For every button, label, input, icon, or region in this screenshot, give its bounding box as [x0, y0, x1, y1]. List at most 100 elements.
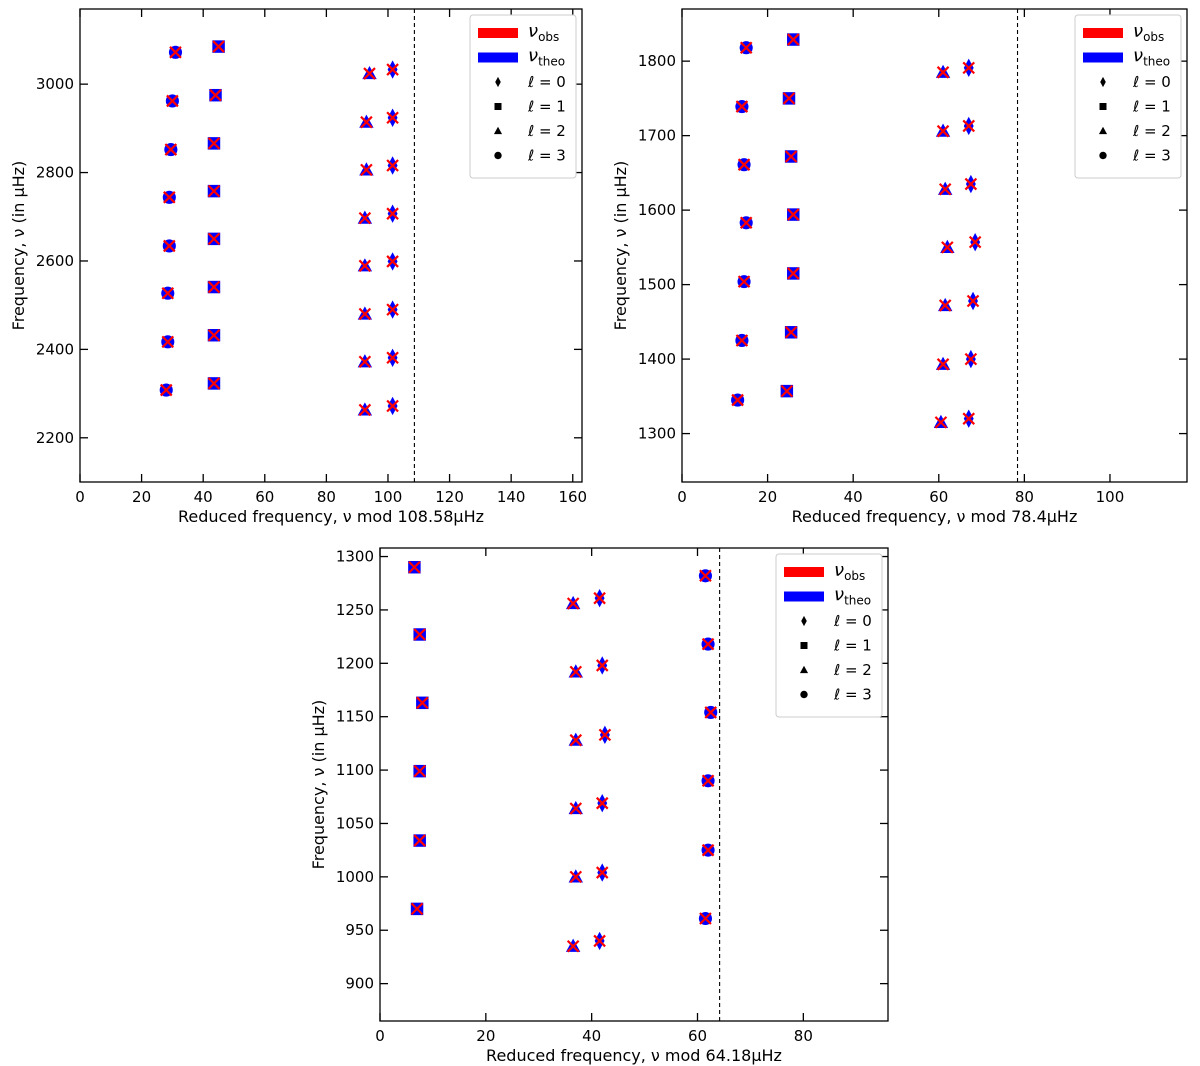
y-tick-label: 1600: [638, 201, 676, 219]
obs-marker: [386, 207, 399, 220]
plot-frame: [379, 547, 889, 1022]
obs-marker: [938, 299, 952, 312]
data-point-l3: [739, 41, 753, 55]
legend-degree-marker: [494, 102, 502, 111]
data-point-l3: [731, 393, 745, 407]
obs-marker: [207, 280, 221, 294]
obs-marker: [386, 63, 399, 76]
data-point-l2: [933, 414, 949, 429]
y-tick-label: 1500: [638, 276, 676, 294]
obs-marker: [360, 163, 373, 177]
y-tick-label: 950: [345, 921, 374, 939]
data-point-l0: [962, 409, 976, 428]
x-tick-label: 80: [1015, 488, 1034, 506]
obs-marker: [386, 399, 399, 413]
obs-marker: [731, 393, 744, 407]
y-tick-label: 1800: [638, 52, 676, 70]
data-point-l0: [595, 863, 609, 882]
obs-marker: [936, 124, 950, 138]
data-point-l0: [386, 252, 399, 271]
x-tick-label: 20: [132, 488, 151, 506]
data-point-l1: [207, 232, 221, 246]
legend-degree-label: ℓ = 0: [833, 612, 872, 630]
obs-marker: [212, 40, 225, 53]
x-tick-label: 140: [497, 488, 526, 506]
obs-marker: [699, 912, 712, 925]
obs-marker: [161, 335, 175, 349]
data-point-l2: [935, 123, 951, 138]
data-point-l0: [386, 108, 399, 127]
legend-theo-label: νtheo: [1133, 46, 1170, 69]
obs-marker: [782, 92, 796, 105]
data-point-l1: [413, 834, 426, 847]
obs-marker: [209, 88, 222, 102]
obs-marker: [163, 239, 176, 253]
x-tick-label: 20: [476, 1027, 495, 1045]
data-point-l3: [735, 100, 749, 114]
data-point-l1: [786, 267, 800, 280]
data-point-l1: [207, 280, 221, 294]
data-point-l2: [935, 64, 951, 79]
obs-marker: [784, 326, 798, 339]
data-point-l3: [164, 143, 178, 157]
y-tick-label: 1300: [336, 548, 374, 566]
data-point-l2: [357, 354, 373, 369]
chart-echelle-c: 0 20 40 60 80 900 950 1000 1050 1100 1150 1200 1250 1…: [309, 547, 889, 1065]
legend-degree-marker: [493, 126, 503, 135]
y-tick-label: 1250: [336, 601, 374, 619]
data-point-l0: [386, 348, 399, 367]
data-point-l1: [780, 384, 794, 398]
data-point-l2: [357, 210, 373, 225]
y-tick-label: 2400: [36, 340, 74, 358]
obs-marker: [964, 177, 978, 191]
y-tick-label: 1200: [336, 654, 374, 672]
legend-degree-label: ℓ = 2: [833, 661, 872, 679]
legend-degree-marker: [1098, 126, 1108, 135]
plot-frame: [681, 8, 1188, 483]
data-point-l2: [937, 181, 953, 196]
y-tick-label: 2200: [36, 429, 74, 447]
obs-marker: [386, 303, 399, 316]
obs-marker: [358, 259, 372, 273]
obs-marker: [780, 384, 794, 398]
data-point-l1: [207, 377, 221, 390]
y-tick-label: 1400: [638, 350, 676, 368]
obs-marker: [207, 328, 221, 342]
obs-marker: [386, 159, 399, 172]
data-point-l0: [386, 60, 399, 79]
data-point-l2: [568, 869, 583, 884]
x-axis-label: Reduced frequency, ν mod 64.18μHz: [486, 1046, 782, 1065]
obs-marker: [569, 870, 583, 884]
data-point-l3: [737, 275, 751, 289]
data-point-l0: [966, 291, 980, 311]
data-point-l2: [565, 938, 581, 953]
data-point-l0: [386, 204, 399, 223]
legend-degree-label: ℓ = 2: [527, 122, 566, 140]
obs-marker: [358, 307, 372, 321]
obs-marker: [161, 286, 175, 300]
legend-degree-marker: [801, 615, 807, 627]
legend-theo-swatch: [784, 591, 824, 602]
legend-degree-label: ℓ = 2: [1132, 122, 1171, 140]
obs-marker: [358, 403, 372, 417]
legend-degree-label: ℓ = 3: [833, 686, 872, 704]
x-tick-label: 60: [255, 488, 274, 506]
obs-marker: [936, 66, 950, 79]
data-point-l1: [209, 88, 222, 102]
legend-obs-label: νobs: [528, 21, 559, 44]
data-point-l1: [782, 92, 796, 105]
obs-marker: [704, 706, 718, 719]
x-tick-label: 0: [75, 488, 85, 506]
data-point-l1: [207, 137, 221, 150]
data-point-l2: [568, 800, 583, 815]
x-tick-label: 60: [929, 488, 948, 506]
data-point-l0: [968, 232, 982, 252]
obs-marker: [964, 352, 978, 366]
data-point-l3: [168, 45, 183, 59]
obs-marker: [358, 211, 372, 225]
obs-marker: [786, 267, 800, 280]
obs-marker: [701, 637, 715, 651]
